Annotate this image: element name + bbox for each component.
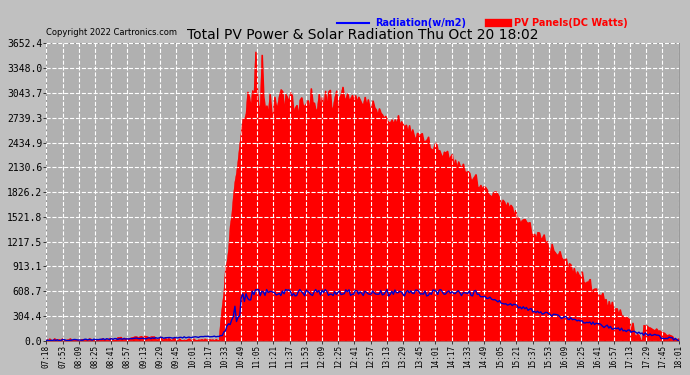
Text: PV Panels(DC Watts): PV Panels(DC Watts): [514, 18, 628, 28]
Title: Total PV Power & Solar Radiation Thu Oct 20 18:02: Total PV Power & Solar Radiation Thu Oct…: [187, 28, 538, 42]
Text: Copyright 2022 Cartronics.com: Copyright 2022 Cartronics.com: [46, 28, 177, 38]
Text: Radiation(w/m2): Radiation(w/m2): [375, 18, 466, 28]
